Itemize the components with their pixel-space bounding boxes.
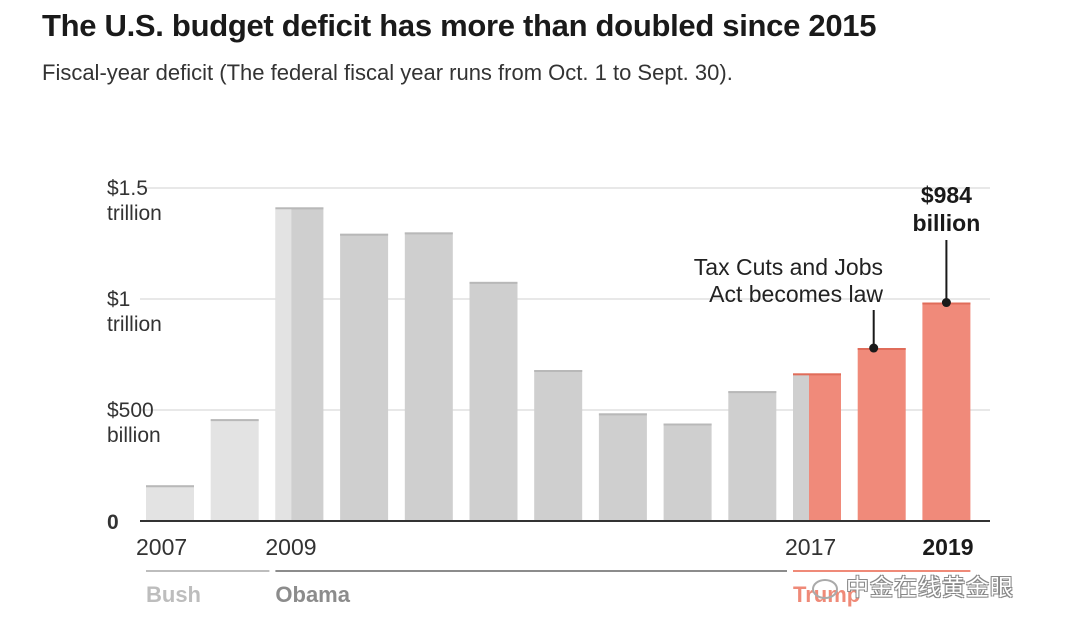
- annotation-dot-2018: [869, 343, 879, 353]
- bar-2012: [469, 281, 518, 521]
- x-tick-label-2017: 2017: [785, 534, 836, 560]
- bar-2008: [210, 419, 259, 521]
- y-tick-label-0: 0: [107, 511, 119, 534]
- y-tick-sublabel-3: trillion: [107, 202, 162, 225]
- bar-transition-1: [793, 375, 809, 521]
- bar-2015: [663, 423, 712, 521]
- x-tick-label-2007: 2007: [136, 534, 187, 560]
- bar-2019: [922, 302, 971, 521]
- era-label-bush: Bush: [146, 582, 201, 607]
- chart-title: The U.S. budget deficit has more than do…: [42, 8, 877, 43]
- chart-subtitle: Fiscal-year deficit (The federal fiscal …: [42, 60, 733, 85]
- era-label-obama: Obama: [275, 582, 350, 607]
- y-tick-label-3: $1.5: [107, 177, 148, 200]
- x-tick-label-2019: 2019: [922, 534, 973, 560]
- annotation-line-1: Tax Cuts and Jobs: [694, 254, 883, 280]
- bar-2016: [728, 391, 777, 521]
- y-tick-sublabel-1: billion: [107, 424, 161, 447]
- y-tick-sublabel-2: trillion: [107, 313, 162, 336]
- y-tick-label-2: $1: [107, 288, 130, 311]
- watermark: 中金在线黄金眼: [812, 568, 1014, 602]
- annotation-value: $984: [921, 182, 972, 208]
- bar-2013: [534, 370, 583, 521]
- bar-2010: [340, 233, 389, 521]
- bar-transition-0: [275, 209, 292, 521]
- annotation-dot-2019: [941, 298, 951, 308]
- y-tick-label-1: $500: [107, 399, 154, 422]
- watermark-text: 中金在线黄金眼: [846, 574, 1014, 600]
- bar-2014: [598, 413, 647, 521]
- annotation-unit: billion: [913, 210, 981, 236]
- bar-2007: [146, 485, 194, 521]
- bar-2018: [857, 348, 906, 521]
- bar-2011: [404, 232, 453, 521]
- x-tick-label-2009: 2009: [265, 534, 316, 560]
- annotation-line-2: Act becomes law: [709, 281, 883, 307]
- wechat-icon: [812, 578, 838, 599]
